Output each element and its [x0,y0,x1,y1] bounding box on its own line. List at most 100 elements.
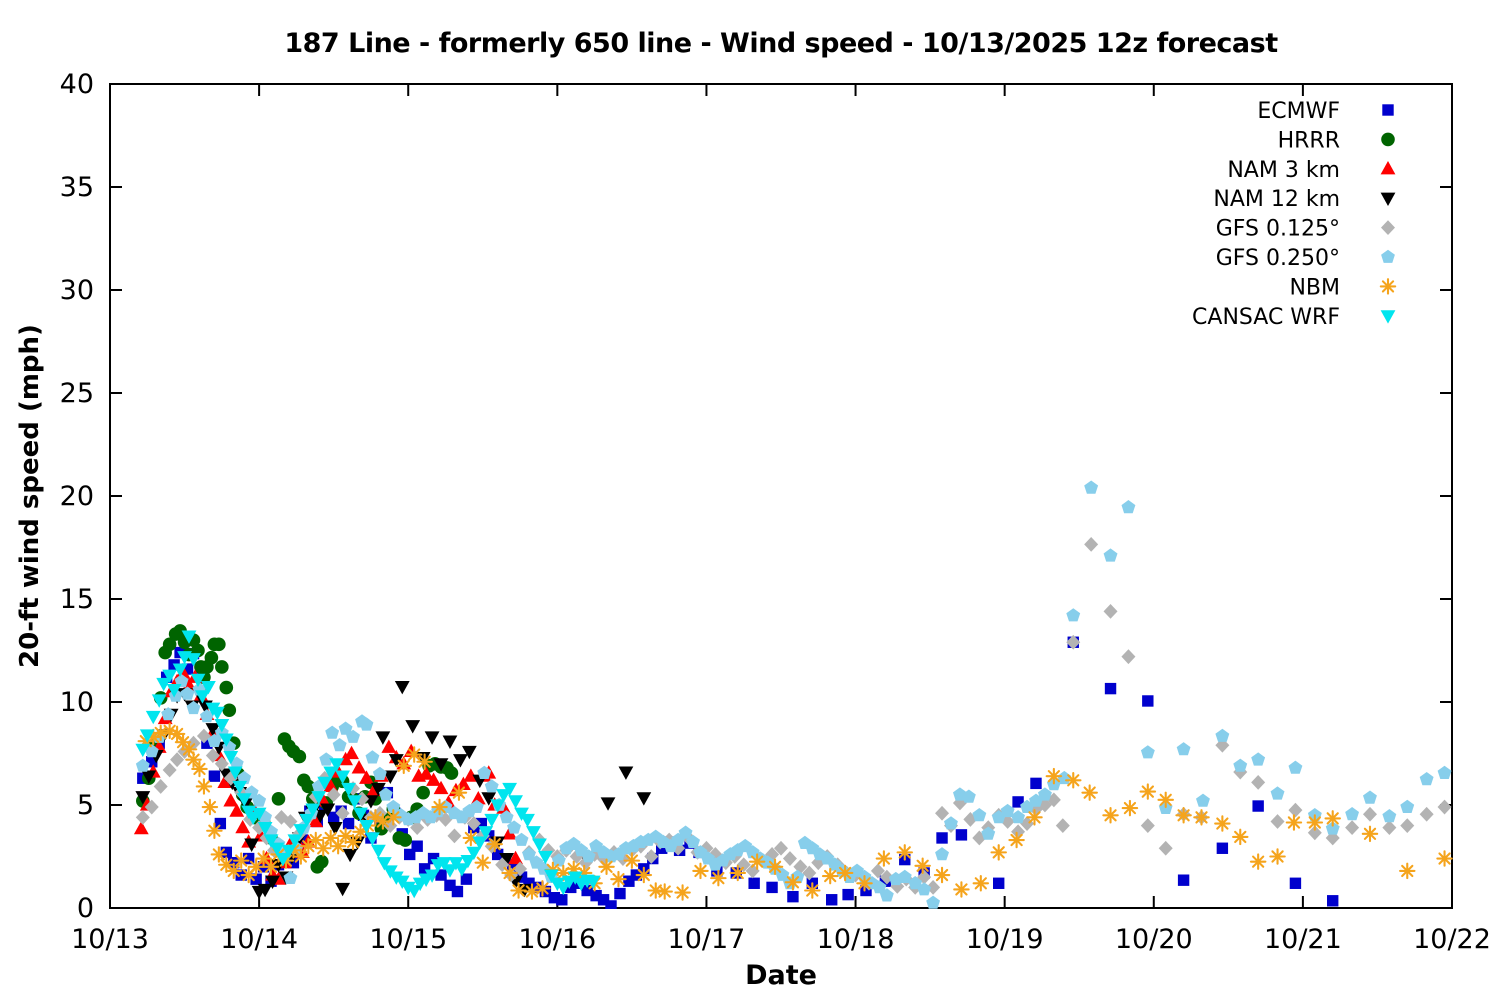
data-point-square [993,877,1005,889]
data-point-triangle-down [502,782,518,797]
data-point-triangle-down [460,855,476,869]
data-point-asterisk [896,844,914,861]
data-point-diamond [1362,806,1377,822]
data-point-pentagon [1176,742,1191,756]
data-point-diamond [782,851,797,866]
data-point-asterisk [1361,825,1379,843]
data-point-square [565,881,577,894]
asterisk-ray [324,831,337,845]
data-point-triangle-down [181,630,197,644]
data-point-diamond [1055,818,1070,833]
data-point-diamond [1158,840,1173,856]
data-point-triangle-down [394,680,410,695]
asterisk-ray [806,884,819,897]
data-point-asterisk [1102,807,1119,824]
data-point-diamond [447,828,462,844]
asterisk-ray [974,877,987,890]
asterisk-ray [658,885,671,898]
data-point-pentagon [981,826,996,840]
asterisk-ray [1177,809,1190,822]
data-point-triangle-up [1380,161,1396,175]
data-point-triangle-down [461,745,477,760]
data-point-triangle-down [424,731,440,745]
data-point-triangle-down [166,684,182,698]
data-point-triangle-down [218,733,234,747]
series-nbm [137,722,1453,901]
legend-label: GFS 0.250° [1216,246,1340,271]
data-point-square [146,756,158,768]
data-point-triangle-down [424,869,440,883]
data-point-triangle-down [172,663,188,677]
data-point-triangle-down [371,782,386,797]
data-point-diamond [283,814,298,829]
data-point-asterisk [692,862,709,880]
data-point-triangle-down [406,884,422,899]
asterisk-ray [512,884,525,897]
data-point-diamond [1251,774,1266,790]
data-point-asterisk [210,846,228,863]
asterisk-ray [1252,855,1265,868]
data-point-triangle-down [209,706,225,721]
data-point-triangle-down [538,850,553,865]
data-point-triangle-down [405,720,421,734]
data-point-asterisk [804,882,821,899]
data-point-diamond [162,762,177,778]
data-point-diamond [1066,634,1081,650]
asterisk-ray [264,860,278,873]
data-point-square [766,881,778,894]
data-point-pentagon [180,686,195,700]
data-point-triangle-down [135,791,151,805]
data-point-asterisk [1232,828,1249,846]
legend-label: ECMWF [1257,99,1340,124]
data-point-asterisk [1399,862,1416,880]
asterisk-ray [187,753,200,766]
data-point-triangle-down [275,852,291,867]
asterisk-ray [1141,785,1154,798]
data-point-square [955,829,968,841]
asterisk-ray [1381,280,1395,293]
data-point-pentagon [551,853,566,867]
data-point-triangle-down [382,770,398,784]
data-point-pentagon [237,770,252,785]
data-point-square [404,848,416,861]
data-point-triangle-down [365,832,380,846]
data-point-pentagon [1084,480,1099,494]
data-point-triangle-down [323,766,339,780]
data-point-square [1177,874,1190,886]
data-point-pentagon [359,717,374,731]
data-point-asterisk [656,883,673,900]
y-axis-label: 20-ft wind speed (mph) [15,324,45,668]
data-point-triangle-down [353,807,368,822]
asterisk-ray [1195,811,1208,824]
y-tick-label: 30 [60,275,94,306]
data-point-triangle-down [317,776,333,791]
data-point-triangle-down [636,792,652,806]
data-point-diamond [326,787,341,803]
asterisk-ray [387,811,400,824]
legend-item-nbm: NBM [1289,275,1397,300]
data-point-pentagon [972,808,987,822]
asterisk-ray [786,876,800,889]
legend-item-gfs-0-250: GFS 0.250° [1216,246,1395,271]
data-point-asterisk [990,844,1007,861]
data-point-pentagon [484,779,499,793]
data-point-pentagon [879,888,894,902]
data-point-triangle-up [344,745,359,760]
data-point-triangle-down [232,780,248,795]
y-tick-label: 15 [60,584,94,615]
data-point-triangle-down [526,826,541,840]
data-point-asterisk [474,854,492,871]
data-point-asterisk [501,864,518,882]
asterisk-ray [346,835,360,849]
data-point-square [860,884,872,897]
asterisk-ray [676,886,689,899]
data-point-circle [271,792,286,806]
data-point-triangle-down [305,803,321,817]
legend-label: NAM 3 km [1227,158,1340,183]
data-point-diamond [1419,806,1434,822]
data-point-pentagon [1325,821,1340,835]
data-point-asterisk [1379,278,1397,295]
data-point-square [1216,842,1229,854]
data-point-diamond [1382,820,1397,836]
data-point-triangle-up [426,772,441,786]
